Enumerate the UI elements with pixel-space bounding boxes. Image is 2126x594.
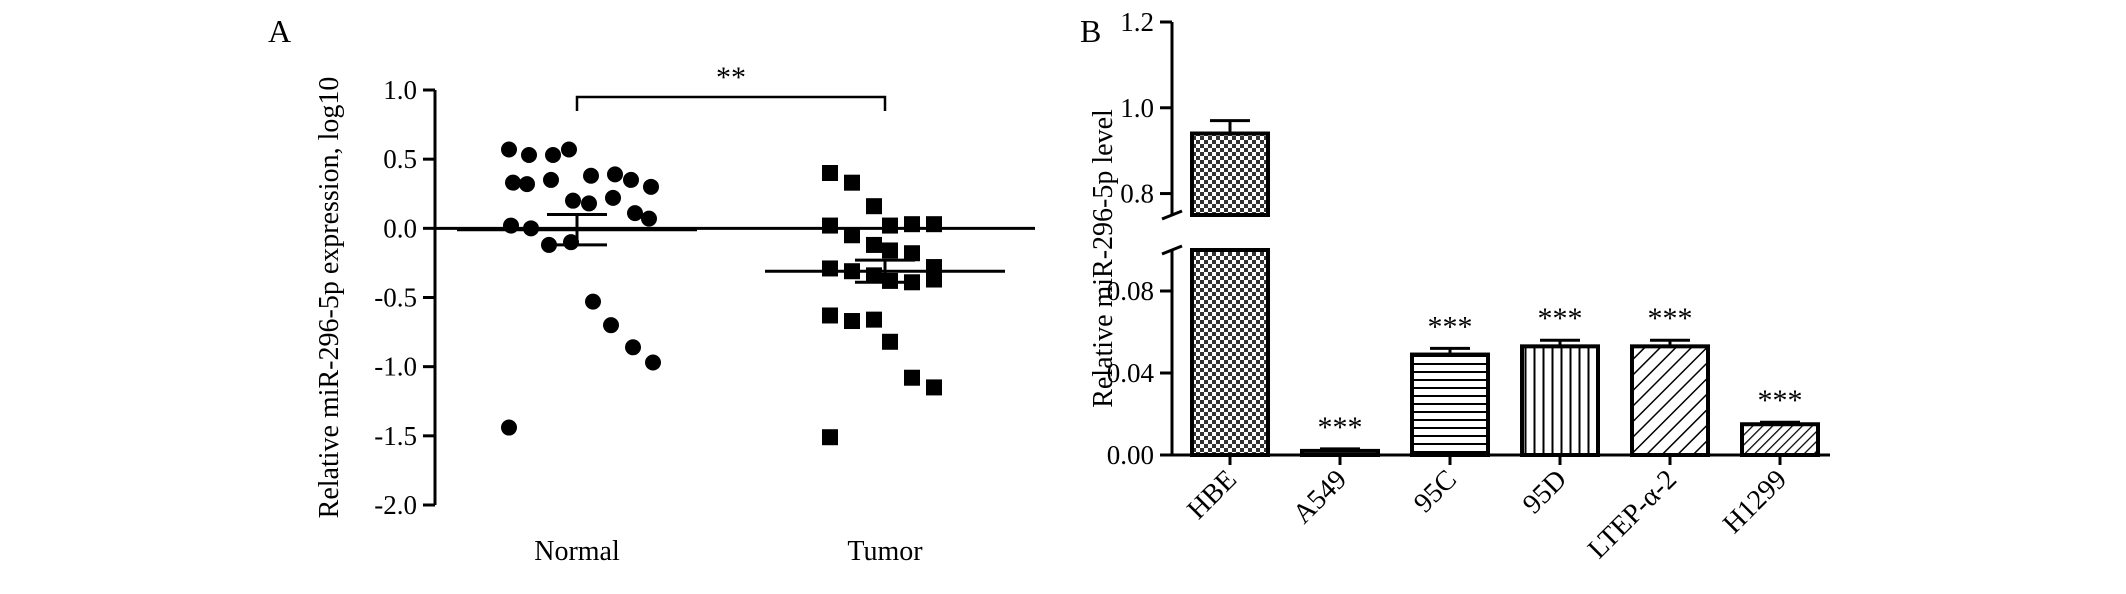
y-tick-label: 1.0	[383, 75, 417, 105]
significance-label: ***	[1428, 310, 1473, 343]
y-tick-label: 1.2	[1120, 7, 1154, 37]
axis-break-mark	[1161, 244, 1183, 256]
bar	[1190, 248, 1270, 457]
y-axis-title: Relative miR-296-5p level	[1088, 109, 1119, 408]
data-point	[521, 147, 537, 164]
data-point	[882, 217, 898, 234]
data-point	[625, 339, 641, 356]
bar	[1410, 352, 1490, 457]
y-tick-label: 0.00	[1107, 440, 1154, 470]
data-point	[585, 293, 601, 310]
significance-label: ***	[1318, 411, 1363, 444]
data-point	[519, 176, 535, 193]
data-point	[645, 354, 661, 371]
data-point	[581, 195, 597, 212]
y-axis-title: Relative miR-296-5p expression, log10	[314, 77, 345, 519]
data-point	[643, 178, 659, 195]
x-category-label: A549	[1287, 464, 1353, 530]
data-point	[822, 429, 838, 446]
bar	[1630, 344, 1710, 458]
data-point	[627, 205, 643, 222]
data-point	[623, 171, 639, 188]
data-point	[926, 271, 942, 288]
data-point	[866, 236, 882, 253]
y-tick-label: 0.04	[1107, 358, 1155, 388]
bar	[1740, 422, 1820, 457]
data-point	[561, 141, 577, 158]
x-category-label: 95D	[1517, 464, 1573, 520]
y-tick-label: 0.8	[1120, 179, 1154, 209]
significance-bracket	[575, 95, 887, 111]
y-tick-label: 0.0	[383, 213, 417, 243]
x-category-label: Tumor	[847, 536, 923, 567]
data-point	[583, 167, 599, 184]
y-tick-label: 1.0	[1120, 93, 1154, 123]
data-point	[822, 165, 838, 181]
data-point	[844, 313, 860, 330]
data-point	[605, 189, 621, 206]
significance-label: ***	[1758, 384, 1803, 417]
data-point	[822, 307, 838, 324]
x-category-label: H1299	[1717, 464, 1793, 540]
data-point	[866, 198, 882, 215]
bar	[1300, 448, 1380, 457]
data-point	[904, 216, 920, 233]
data-point	[603, 317, 619, 334]
data-point	[844, 174, 860, 191]
bar	[1190, 131, 1270, 217]
panel-label-b: B	[1080, 13, 1101, 49]
y-tick-label: -1.5	[374, 421, 417, 451]
bar	[1520, 344, 1600, 458]
data-point	[882, 333, 898, 350]
data-point	[505, 174, 521, 191]
data-point	[866, 311, 882, 328]
data-point	[926, 216, 942, 233]
data-point	[822, 217, 838, 234]
significance-label: ***	[1538, 302, 1583, 335]
axis-break-mark	[1161, 209, 1183, 221]
y-tick-label: 0.08	[1107, 276, 1154, 306]
y-tick-label: -2.0	[374, 490, 417, 520]
data-point	[926, 379, 942, 396]
data-point	[545, 147, 561, 164]
x-category-label: 95C	[1408, 464, 1463, 519]
panel-label-a: A	[268, 13, 291, 49]
data-point	[565, 192, 581, 209]
data-point	[607, 166, 623, 183]
data-point	[501, 141, 517, 158]
data-point	[822, 260, 838, 277]
x-category-label: HBE	[1181, 464, 1243, 526]
y-tick-label: -0.5	[374, 283, 417, 313]
data-point	[543, 171, 559, 188]
y-tick-label: -1.0	[374, 352, 417, 382]
x-category-label: LTEP-α-2	[1582, 464, 1683, 565]
data-point	[882, 242, 898, 259]
y-tick-label: 0.5	[383, 144, 417, 174]
data-point	[904, 369, 920, 386]
data-point	[641, 210, 657, 227]
data-point	[501, 419, 517, 436]
data-point	[904, 245, 920, 262]
panel-a-scatter: 1.0 0.5 0.0 -0.5 -1.0 -1.5 -2.0 Relative miR-29…	[314, 61, 1035, 567]
data-point	[844, 227, 860, 244]
significance-label: **	[716, 61, 746, 94]
significance-label: ***	[1648, 302, 1693, 335]
x-category-label: Normal	[534, 536, 620, 567]
